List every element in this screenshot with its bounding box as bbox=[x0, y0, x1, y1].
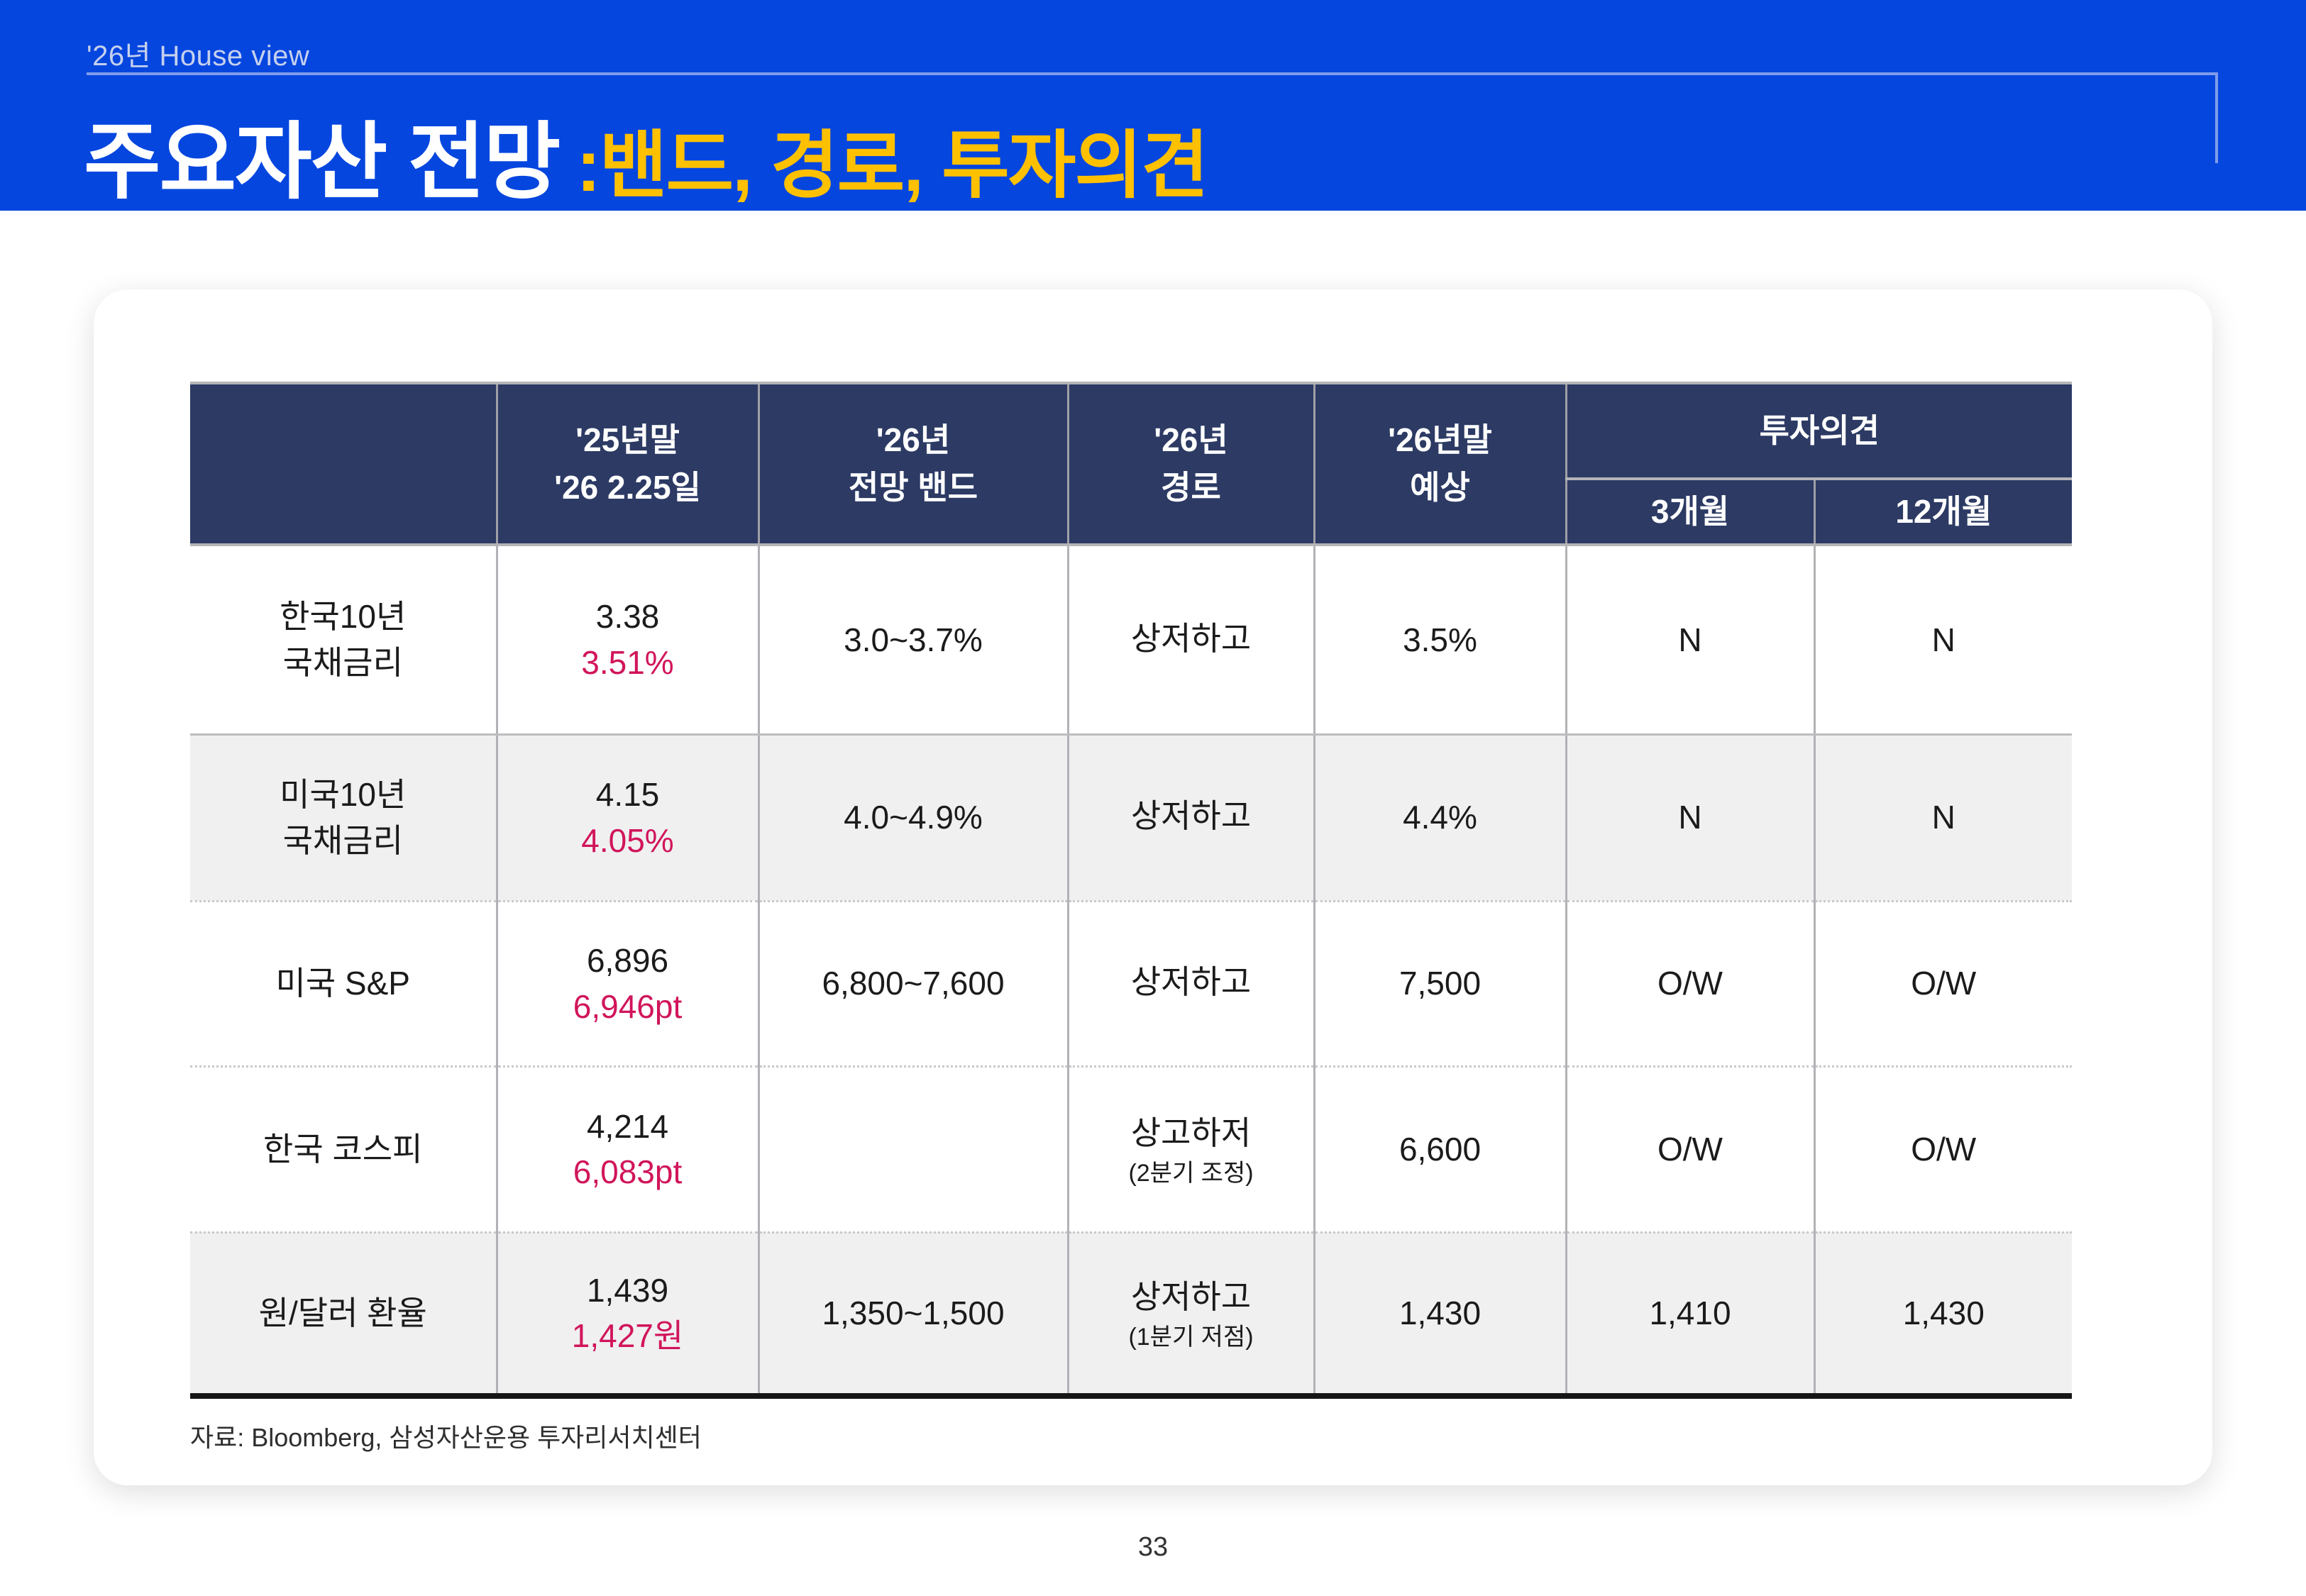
year-end-target-cell: 3.5% bbox=[1313, 545, 1566, 736]
path-main: 상저하고 bbox=[1130, 963, 1252, 1001]
asset-name: 원/달러 환율 bbox=[190, 1232, 497, 1399]
last-close-cell: 1,439 1,427원 bbox=[495, 1232, 758, 1399]
opinion-12m-cell: O/W bbox=[1813, 901, 2072, 1068]
path-main: 상저하고 bbox=[1130, 797, 1252, 835]
prev-year-end-value: 4.15 bbox=[595, 776, 660, 814]
opinion-3m-cell: O/W bbox=[1565, 901, 1814, 1068]
slide-eyebrow: '26년 House view bbox=[87, 40, 310, 72]
page-number: 33 bbox=[1137, 1532, 1169, 1562]
current-value: 1,427원 bbox=[571, 1317, 684, 1355]
header-investment-opinion: 투자의견 bbox=[1565, 382, 2072, 480]
prev-year-end-value: 4,214 bbox=[586, 1107, 669, 1145]
last-close-cell: 4.15 4.05% bbox=[495, 734, 758, 902]
header-path: '26년 경로 bbox=[1066, 382, 1314, 546]
banner-accent-line bbox=[87, 72, 2218, 163]
asset-name: 미국10년 국채금리 bbox=[190, 734, 497, 902]
year-end-target-cell: 1,430 bbox=[1313, 1232, 1566, 1399]
header-year-end-target: '26년말 예상 bbox=[1313, 382, 1566, 546]
path-note: (1분기 저점) bbox=[1128, 1324, 1254, 1351]
forecast-band-cell: 4.0~4.9% bbox=[757, 734, 1068, 902]
header-opinion-3m: 3개월 bbox=[1565, 477, 1814, 546]
current-value: 4.05% bbox=[581, 821, 674, 859]
year-end-target-cell: 7,500 bbox=[1313, 901, 1566, 1068]
path-main: 상고하저 bbox=[1130, 1114, 1252, 1151]
content-card: '25년말 '26 2.25일 '26년 전망 밴드 '26년 경로 '26년말… bbox=[94, 289, 2212, 1485]
current-value: 6,946pt bbox=[573, 987, 683, 1025]
forecast-band-cell bbox=[757, 1066, 1068, 1234]
last-close-cell: 6,896 6,946pt bbox=[495, 901, 758, 1068]
path-note: (2분기 조정) bbox=[1128, 1159, 1254, 1187]
asset-name: 한국 코스피 bbox=[190, 1066, 497, 1234]
asset-name: 한국10년 국채금리 bbox=[190, 545, 497, 736]
opinion-12m-cell: 1,430 bbox=[1813, 1232, 2072, 1399]
path-cell: 상저하고 (1분기 저점) bbox=[1066, 1232, 1314, 1399]
table-row-us-sp: 미국 S&P 6,896 6,946pt 6,800~7,600 상저하고 7,… bbox=[190, 901, 2072, 1068]
page-title-main: 주요자산 전망 bbox=[84, 116, 561, 209]
prev-year-end-value: 1,439 bbox=[586, 1271, 669, 1309]
asset-forecast-table: '25년말 '26 2.25일 '26년 전망 밴드 '26년 경로 '26년말… bbox=[190, 382, 2072, 1399]
year-end-target-cell: 4.4% bbox=[1313, 734, 1566, 902]
path-main: 상저하고 bbox=[1130, 619, 1252, 657]
last-close-cell: 4,214 6,083pt bbox=[495, 1066, 758, 1234]
forecast-band-cell: 3.0~3.7% bbox=[757, 545, 1068, 736]
path-cell: 상저하고 bbox=[1066, 901, 1314, 1068]
page-title: 주요자산 전망 :밴드, 경로, 투자의견 bbox=[84, 94, 1209, 215]
table-row-kr-10y: 한국10년 국채금리 3.38 3.51% 3.0~3.7% 상저하고 3.5%… bbox=[190, 545, 2072, 736]
path-cell: 상저하고 bbox=[1066, 545, 1314, 736]
table-row-kr-kospi: 한국 코스피 4,214 6,083pt 상고하저 (2분기 조정) 6,600… bbox=[190, 1066, 2072, 1234]
prev-year-end-value: 3.38 bbox=[595, 598, 660, 636]
last-close-cell: 3.38 3.51% bbox=[495, 545, 758, 736]
header-last-close: '25년말 '26 2.25일 bbox=[495, 382, 758, 546]
asset-name: 미국 S&P bbox=[190, 901, 497, 1068]
path-cell: 상저하고 bbox=[1066, 734, 1314, 902]
header-opinion-12m: 12개월 bbox=[1813, 477, 2072, 546]
opinion-3m-cell: 1,410 bbox=[1565, 1232, 1814, 1399]
top-banner: '26년 House view 주요자산 전망 :밴드, 경로, 투자의견 bbox=[0, 0, 2306, 211]
forecast-band-cell: 1,350~1,500 bbox=[757, 1232, 1068, 1399]
opinion-12m-cell: O/W bbox=[1813, 1066, 2072, 1234]
current-value: 3.51% bbox=[581, 643, 674, 681]
table-row-us-10y: 미국10년 국채금리 4.15 4.05% 4.0~4.9% 상저하고 4.4%… bbox=[190, 734, 2072, 902]
source-note: 자료: Bloomberg, 삼성자산운용 투자리서치센터 bbox=[190, 1423, 702, 1452]
opinion-12m-cell: N bbox=[1813, 734, 2072, 902]
page-title-highlight: :밴드, 경로, 투자의견 bbox=[576, 125, 1209, 207]
prev-year-end-value: 6,896 bbox=[586, 942, 669, 980]
current-value: 6,083pt bbox=[573, 1153, 683, 1190]
path-main: 상저하고 bbox=[1130, 1278, 1252, 1315]
table-row-usdkrw: 원/달러 환율 1,439 1,427원 1,350~1,500 상저하고 (1… bbox=[190, 1232, 2072, 1399]
opinion-3m-cell: O/W bbox=[1565, 1066, 1814, 1234]
year-end-target-cell: 6,600 bbox=[1313, 1066, 1566, 1234]
forecast-band-cell: 6,800~7,600 bbox=[757, 901, 1068, 1068]
opinion-12m-cell: N bbox=[1813, 545, 2072, 736]
header-forecast-band: '26년 전망 밴드 bbox=[757, 382, 1068, 546]
header-corner-cell bbox=[190, 382, 497, 546]
path-cell: 상고하저 (2분기 조정) bbox=[1066, 1066, 1314, 1234]
opinion-3m-cell: N bbox=[1565, 734, 1814, 902]
opinion-3m-cell: N bbox=[1565, 545, 1814, 736]
